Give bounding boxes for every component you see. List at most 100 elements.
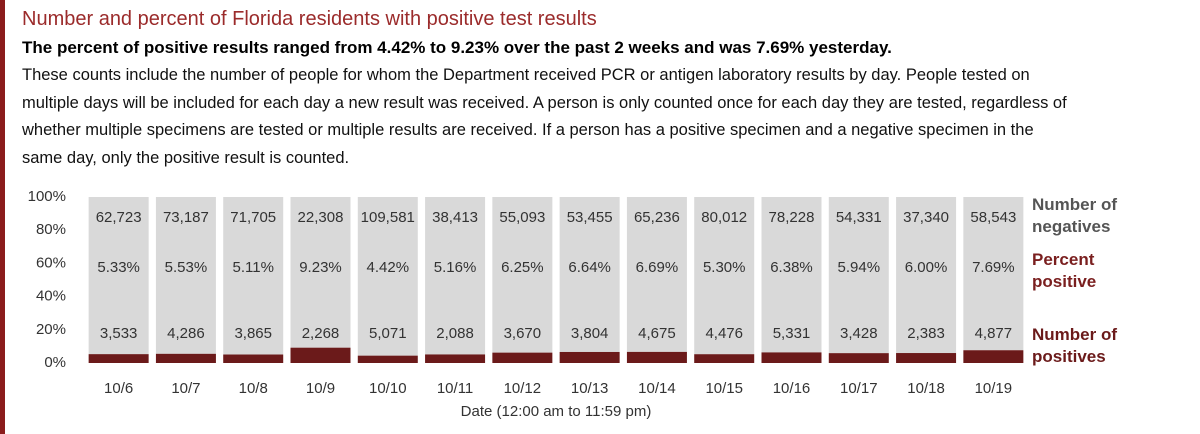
positives-label: 4,877: [975, 325, 1013, 342]
percent-label: 6.69%: [636, 259, 679, 276]
y-tick-label: 80%: [36, 221, 66, 238]
bar-negatives: [626, 197, 687, 352]
description: These counts include the number of peopl…: [22, 66, 1067, 167]
negatives-label: 22,308: [298, 209, 344, 226]
x-tick-label: 10/19: [975, 380, 1013, 397]
x-axis-label: Date (12:00 am to 11:59 pm): [461, 403, 652, 420]
negatives-label: 58,543: [970, 209, 1016, 226]
bar-positives: [559, 351, 620, 363]
negatives-label: 38,413: [432, 209, 478, 226]
bar-positives: [896, 353, 957, 363]
positives-label: 3,533: [100, 325, 138, 342]
percent-label: 5.30%: [703, 259, 746, 276]
bar-negatives: [492, 197, 553, 353]
y-tick-label: 40%: [36, 288, 66, 305]
percent-label: 5.33%: [97, 259, 140, 276]
percent-label: 4.42%: [367, 259, 410, 276]
bar-positives: [492, 352, 553, 363]
bar-negatives: [290, 197, 351, 348]
percent-label: 9.23%: [299, 259, 342, 276]
bar-negatives: [559, 197, 620, 352]
bar-negatives: [896, 197, 957, 354]
x-tick-label: 10/16: [773, 380, 811, 397]
bar-negatives: [963, 197, 1024, 351]
bar-positives: [357, 355, 418, 363]
positives-label: 4,476: [705, 325, 743, 342]
y-tick-label: 60%: [36, 254, 66, 271]
negatives-label: 78,228: [769, 209, 815, 226]
negatives-label: 62,723: [96, 209, 142, 226]
positives-label: 5,331: [773, 325, 811, 342]
positives-label: 2,383: [907, 325, 945, 342]
bar-positives: [425, 354, 486, 363]
chart-subtitle: The percent of positive results ranged f…: [22, 38, 892, 57]
negatives-label: 71,705: [230, 209, 276, 226]
positives-label: 3,670: [504, 325, 542, 342]
positives-label: 4,286: [167, 325, 205, 342]
x-tick-label: 10/12: [504, 380, 542, 397]
bar-negatives: [761, 197, 822, 353]
bar-positives: [290, 347, 351, 363]
x-tick-label: 10/17: [840, 380, 878, 397]
percent-label: 6.38%: [770, 259, 813, 276]
negatives-label: 53,455: [567, 209, 613, 226]
x-tick-label: 10/7: [171, 380, 200, 397]
negatives-label: 65,236: [634, 209, 680, 226]
chart-title: Number and percent of Florida residents …: [22, 8, 597, 30]
bar-negatives: [694, 197, 755, 355]
bar-negatives: [88, 197, 149, 355]
percent-label: 5.11%: [233, 259, 274, 276]
x-tick-label: 10/8: [239, 380, 268, 397]
bar-positives: [155, 353, 216, 363]
negatives-label: 109,581: [361, 209, 415, 226]
x-tick-label: 10/15: [705, 380, 743, 397]
negatives-label: 37,340: [903, 209, 949, 226]
percent-label: 7.69%: [972, 259, 1015, 276]
positives-label: 5,071: [369, 325, 407, 342]
percent-label: 5.16%: [434, 259, 477, 276]
bar-positives: [223, 354, 284, 363]
x-tick-label: 10/18: [907, 380, 945, 397]
percent-label: 6.64%: [568, 259, 611, 276]
bar-positives: [626, 351, 687, 363]
positives-label: 2,268: [302, 325, 340, 342]
legend-negatives: Number of negatives: [1032, 195, 1117, 236]
bar-positives: [694, 354, 755, 363]
positives-label: 3,428: [840, 325, 878, 342]
negatives-label: 73,187: [163, 209, 209, 226]
percent-label: 5.53%: [165, 259, 208, 276]
legend-positives: Number of positives: [1032, 325, 1117, 366]
bar-negatives: [425, 197, 486, 355]
negatives-label: 54,331: [836, 209, 882, 226]
y-tick-label: 0%: [44, 354, 66, 371]
bar-negatives: [357, 197, 418, 356]
positives-label: 3,865: [234, 325, 272, 342]
edge-bar: [0, 0, 5, 434]
percent-label: 6.00%: [905, 259, 948, 276]
bar-positives: [963, 350, 1024, 363]
negatives-label: 55,093: [499, 209, 545, 226]
bar-positives: [828, 353, 889, 363]
bar-negatives: [828, 197, 889, 354]
x-tick-label: 10/9: [306, 380, 335, 397]
positives-label: 3,804: [571, 325, 609, 342]
positives-label: 2,088: [436, 325, 474, 342]
positives-label: 4,675: [638, 325, 676, 342]
percent-label: 5.94%: [838, 259, 881, 276]
bar-positives: [761, 352, 822, 363]
x-tick-label: 10/13: [571, 380, 609, 397]
x-tick-label: 10/10: [369, 380, 407, 397]
bar-negatives: [223, 197, 284, 355]
x-tick-label: 10/6: [104, 380, 133, 397]
y-tick-label: 100%: [28, 188, 66, 205]
x-tick-label: 10/11: [437, 380, 473, 397]
legend-percent: Percent positive: [1032, 250, 1096, 291]
bar-negatives: [155, 197, 216, 354]
negatives-label: 80,012: [701, 209, 747, 226]
x-tick-label: 10/14: [638, 380, 676, 397]
y-tick-label: 20%: [36, 321, 66, 338]
bar-positives: [88, 354, 149, 363]
percent-label: 6.25%: [501, 259, 544, 276]
